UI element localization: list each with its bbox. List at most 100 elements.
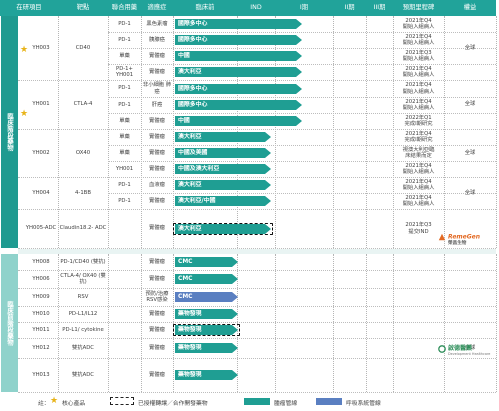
grid-vline (366, 254, 367, 392)
milestone-line: 開始入組病人 (402, 72, 435, 78)
grid-hline (108, 97, 496, 98)
grid-vline (333, 254, 334, 392)
indication-cell: 實體瘤 (149, 344, 165, 351)
pipeline-bar: CMC (175, 292, 238, 302)
asset-cell: YH004 (32, 189, 50, 196)
pipeline-bar: 中國及澳大利亞 (175, 164, 271, 174)
milestone-cell: 2021年Q4 開始入組病人 (393, 177, 444, 193)
pipeline-bar: 國際多中心 (175, 35, 302, 45)
asset-cell: YH002 (32, 149, 50, 156)
grid-hline (18, 270, 496, 271)
milestone-line: 視澳大利亞臨 (402, 146, 435, 153)
grid-hline (18, 248, 496, 249)
rights-cell (444, 254, 496, 270)
asset-cell: YH013 (32, 371, 50, 378)
target-cell: PD-1/CD40 (雙抗) (60, 258, 106, 265)
core-product-star-icon: ★ (20, 45, 29, 55)
usage-cell (108, 322, 141, 338)
target-cell: CTLA-4/ OX40 (雙抗) (60, 272, 106, 285)
milestone-cell: 2021年Q4 開始入組病人 (393, 16, 444, 32)
grid-hline (108, 64, 496, 65)
milestone-cell: 2021年Q4 開始入組病人 (393, 80, 444, 97)
pipeline-bar: 澳大利亞 (175, 180, 271, 190)
milestone-line: 2021年Q4 (405, 162, 432, 169)
milestone-cell: 2022年Q1 完成I期研究 (393, 113, 444, 129)
asset-cell: YH012 (32, 344, 50, 351)
milestone-line: 2021年Q3 (405, 49, 432, 56)
target-cell: Claudin18.2- ADC (59, 225, 107, 232)
dh-mark-icon (438, 344, 446, 353)
header-milestone: 預期里程碑 (402, 4, 435, 11)
indication-cell: 實體瘤 (149, 197, 165, 204)
grid-vline (108, 254, 109, 392)
pipeline-bar: CMC (175, 257, 238, 267)
rights-cell: 全球 (464, 344, 476, 351)
target-cell: OX40 (75, 149, 91, 156)
grid-vline (58, 16, 59, 248)
grid-vline (58, 254, 59, 392)
header-phase1: I期 (299, 4, 309, 11)
legend: 註： ★ 核心產品 已授權轉讓／合作開發藥物 腫瘤管線 呼吸系統管線 (0, 395, 499, 409)
milestone-cell (393, 322, 444, 338)
core-product-star-icon: ★ (20, 109, 29, 119)
indication-cell: 實體瘤 (149, 275, 165, 282)
grid-hline (18, 306, 496, 307)
pipeline-bar: 澳大利亞 (175, 132, 271, 142)
indication-cell: 實體瘤 (149, 258, 165, 265)
indication-cell: 實體瘤 (149, 149, 165, 156)
remegen-logo: RemeGen 榮昌生物 (438, 233, 480, 246)
indication-cell: 實體瘤 (149, 326, 165, 333)
asset-cell: YH001 (32, 101, 50, 108)
rights-cell: 全球 (464, 189, 476, 196)
grid-vline (496, 254, 497, 392)
header-rights: 權益 (463, 4, 477, 11)
asset-cell: YH005-ADC (25, 225, 57, 232)
milestone-line: 2021年Q4 (405, 194, 432, 201)
usage-cell: PD-1 (118, 36, 131, 43)
legend-star-icon: ★ (50, 396, 59, 406)
milestone-line: 提交IND (408, 228, 429, 235)
indication-cell: 肝癌 (151, 101, 163, 108)
header-ind: IND (250, 4, 262, 11)
grid-hline (18, 209, 496, 210)
grid-hline (18, 338, 496, 339)
milestone-line: 2021年Q4 (405, 98, 432, 105)
licensed-dashed-outline (173, 324, 240, 336)
indication-cell: 實體瘤 (149, 310, 165, 317)
milestone-line: 床結果而定 (405, 153, 432, 159)
pipeline-bar: 澳大利亞/中國 (175, 196, 271, 206)
pipeline-bar: CMC (175, 274, 238, 284)
usage-cell: 單藥 (119, 52, 130, 59)
rights-cell (444, 270, 496, 288)
group-separator (18, 249, 496, 254)
milestone-line: 2021年Q4 (405, 33, 432, 40)
target-cell: 雙抗ADC (72, 371, 94, 378)
target-cell: 雙抗ADC (72, 344, 94, 351)
pipeline-bar: 國際多中心 (175, 19, 302, 29)
usage-cell (108, 358, 141, 392)
usage-cell (108, 270, 141, 288)
grid-hline (18, 392, 496, 393)
header-target: 靶點 (76, 4, 90, 11)
grid-hline (108, 161, 496, 162)
milestone-cell: 2021年Q4 完成I期研究 (393, 129, 444, 145)
usage-cell (108, 254, 141, 270)
legend-note: 註： (38, 401, 50, 407)
indication-cell: 胰腺癌 (149, 36, 165, 43)
group-preclinical: 臨床前階段藥物 (1, 254, 18, 392)
legend-teal-swatch-icon (244, 398, 270, 405)
milestone-cell: 視澳大利亞臨 床結果而定 (393, 145, 444, 161)
grid-hline (18, 358, 496, 359)
rights-cell: 全球 (464, 149, 476, 156)
pipeline-bar: 中國 (175, 51, 302, 61)
target-cell: CD40 (75, 44, 91, 51)
rights-cell (444, 306, 496, 322)
usage-cell (108, 306, 141, 322)
grid-hline (18, 288, 496, 289)
grid-vline (173, 254, 174, 392)
legend-respiratory: 呼吸系統管線 (346, 401, 381, 407)
legend-blue-swatch-icon (316, 398, 342, 405)
milestone-cell (393, 306, 444, 322)
rights-cell (444, 288, 496, 306)
